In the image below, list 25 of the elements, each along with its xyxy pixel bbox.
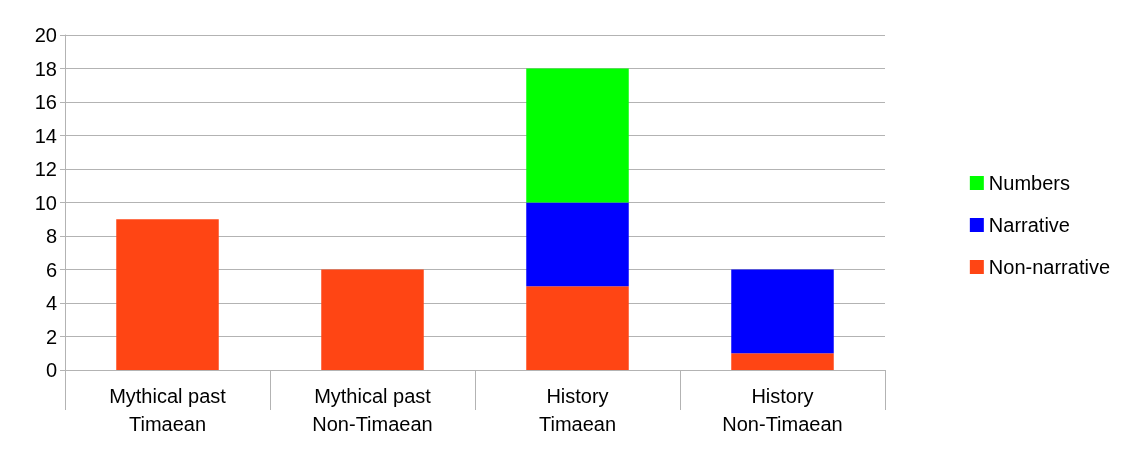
y-tick-label: 16 [34,91,57,113]
x-tick-label: History Non-Timaean [722,385,843,435]
y-tick-label: 14 [34,124,57,147]
legend-label: Non-narrative [988,256,1111,278]
bar [731,353,834,370]
bar [526,286,629,370]
y-tick-label: 2 [45,325,57,348]
bar [321,269,424,370]
bar [526,68,629,203]
y-tick-label: 8 [45,225,57,247]
y-tick-label: 20 [34,24,57,46]
x-tick-label: Mythical past Non-Timaean [312,385,433,435]
y-tick-label: 6 [45,258,57,281]
legend-label: Narrative [988,214,1070,236]
x-tick-label: Mythical past Timaean [109,385,227,435]
y-tick-label: 0 [45,359,57,381]
y-tick-label: 4 [45,292,57,314]
bar [116,219,219,370]
bar [731,269,834,354]
y-tick-label: 18 [34,57,57,80]
bar [526,202,629,287]
y-tick-label: 10 [34,191,57,214]
x-tick-label: History Timaean [538,385,617,435]
y-tick-label: 12 [34,158,57,180]
legend-label: Numbers [988,172,1070,194]
